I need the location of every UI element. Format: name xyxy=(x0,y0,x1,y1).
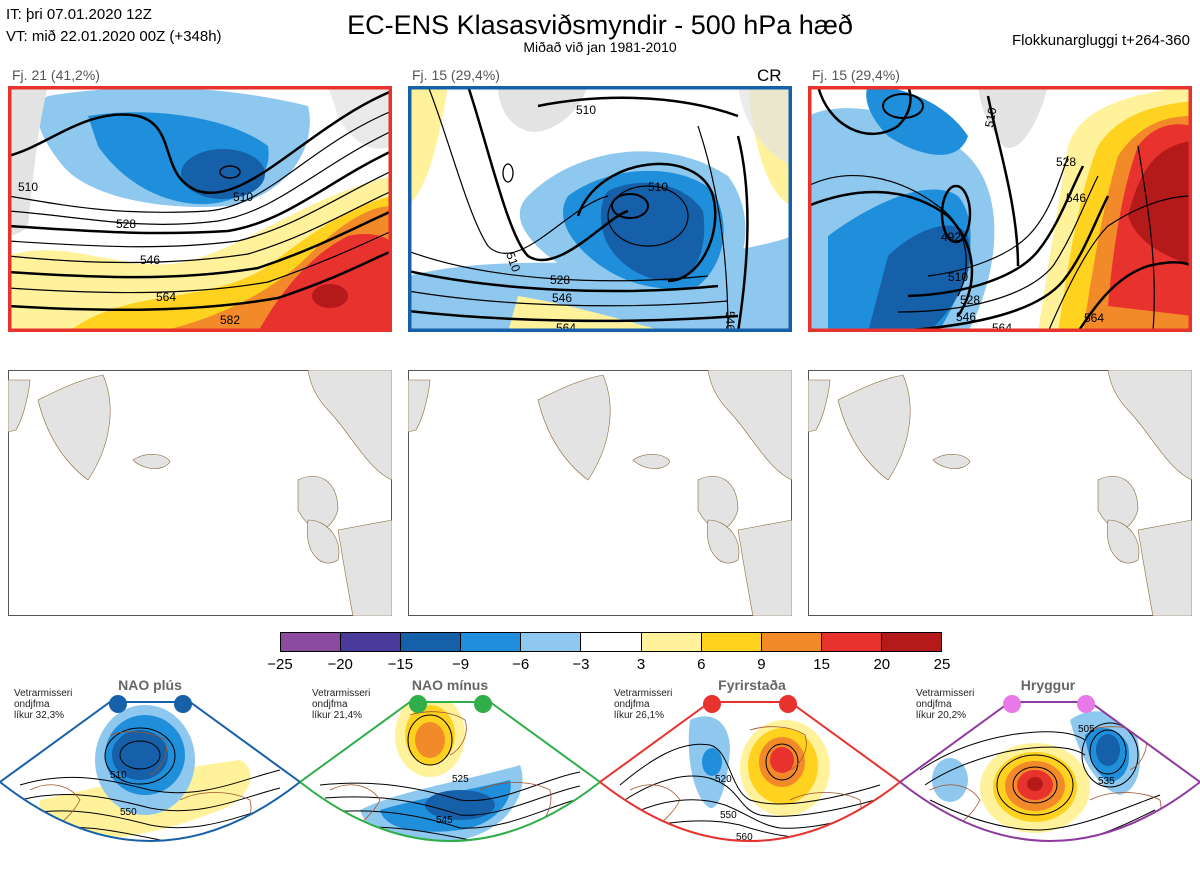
contour-label: 546 xyxy=(723,311,737,331)
contour-label: 528 xyxy=(116,217,136,231)
regime-2-note: Vetrarmisseri ondjfma líkur 21,4% xyxy=(312,688,371,721)
cluster-3-border xyxy=(808,86,1192,332)
regime-3-dot-right xyxy=(779,695,797,713)
contour-label: 528 xyxy=(960,293,980,307)
contour-label: 550 xyxy=(720,810,737,821)
regime-1-dot-right xyxy=(174,695,192,713)
cluster-2-tag: CR xyxy=(757,66,782,85)
it-line: IT: þri 07.01.2020 12Z xyxy=(6,6,152,23)
regime-4-dot-left xyxy=(1003,695,1021,713)
blank-map-2 xyxy=(408,370,792,616)
cluster-1-border xyxy=(8,86,392,332)
colorbar-swatch xyxy=(700,633,761,651)
blank-map-3 xyxy=(808,370,1192,616)
regime-4-note: Vetrarmisseri ondjfma líkur 20,2% xyxy=(916,688,975,721)
colorbar-tick-label: −25 xyxy=(267,656,293,673)
colorbar xyxy=(280,632,942,654)
contour-label: 528 xyxy=(550,273,570,287)
classification-window: Flokkunargluggi t+264-360 xyxy=(1011,32,1190,49)
colorbar-swatch xyxy=(460,633,521,651)
colorbar-swatch xyxy=(281,633,341,651)
vt-line: VT: mið 22.01.2020 00Z (+348h) xyxy=(6,28,222,45)
contour-label: 505 xyxy=(1078,724,1095,735)
contour-label: 510 xyxy=(948,270,968,284)
contour-label: 564 xyxy=(1084,311,1104,325)
regime-1-dot-left xyxy=(109,695,127,713)
colorbar-swatch xyxy=(400,633,461,651)
regime-2-dot-right xyxy=(474,695,492,713)
regime-1-map: 510 550 xyxy=(0,695,300,842)
colorbar-swatch xyxy=(820,633,881,651)
contour-label: 550 xyxy=(120,807,137,818)
page-title: EC-ENS Klasasviðsmyndir - 500 hPa hæð xyxy=(347,10,853,40)
header-info: IT: þri 07.01.2020 12Z VT: mið 22.01.202… xyxy=(6,4,222,48)
contour-label: 510 xyxy=(110,770,127,781)
colorbar-swatch xyxy=(520,633,581,651)
regime-2-title: NAO mínus xyxy=(411,677,489,693)
regime-1-note: Vetrarmisseri ondjfma líkur 32,3% xyxy=(14,688,73,721)
regime-3-dot-left xyxy=(703,695,721,713)
contour-label: 528 xyxy=(1056,155,1076,169)
blank-map-1 xyxy=(8,370,392,616)
regime-3-map: 520 550 560 xyxy=(600,695,900,843)
regime-3-note: Vetrarmisseri ondjfma líkur 26,1% xyxy=(614,688,673,721)
colorbar-tick-label: −9 xyxy=(451,656,470,673)
colorbar-swatch xyxy=(880,633,942,651)
colorbar-tick-label: 3 xyxy=(636,656,646,673)
contour-label: 564 xyxy=(156,290,176,304)
contour-label: 546 xyxy=(956,310,976,324)
contour-label: 564 xyxy=(992,321,1012,332)
regime-4-title: Hryggur xyxy=(1020,677,1076,693)
colorbar-tick-label: 25 xyxy=(933,656,951,673)
colorbar-swatch xyxy=(760,633,821,651)
colorbar-swatch xyxy=(580,633,641,651)
page-subtitle: Miðað við jan 1981-2010 xyxy=(523,39,677,55)
cluster-1-map: 510 510 528 546 564 582 xyxy=(8,86,392,332)
regime-4-dot-right xyxy=(1077,695,1095,713)
contour-label: 510 xyxy=(648,180,668,194)
contour-label: 525 xyxy=(452,774,469,785)
contour-label: 546 xyxy=(140,253,160,267)
contour-label: 564 xyxy=(556,321,576,332)
colorbar-ticks: −25 −20 −15 −9 −6 −3 3 6 9 15 20 25 xyxy=(267,656,950,676)
regime-1-title: NAO plús xyxy=(118,677,182,693)
contour-label: 565 xyxy=(446,850,463,861)
colorbar-tick-label: 20 xyxy=(873,656,891,673)
colorbar-tick-label: −3 xyxy=(572,656,590,673)
cluster-3-label: Fj. 15 (29,4%) xyxy=(812,67,900,83)
contour-label: 510 xyxy=(982,106,999,128)
contour-label: 582 xyxy=(220,313,240,327)
colorbar-swatch xyxy=(640,633,701,651)
contour-label: 535 xyxy=(1098,776,1115,787)
colorbar-tick-label: −20 xyxy=(327,656,353,673)
cluster-2-label: Fj. 15 (29,4%) xyxy=(412,67,500,83)
colorbar-tick-label: 9 xyxy=(757,656,766,673)
contour-label: 492 xyxy=(941,230,961,244)
contour-label: 546 xyxy=(552,291,572,305)
cluster-2-border xyxy=(408,86,792,332)
regime-2-map: 525 545 565 xyxy=(300,695,600,861)
colorbar-swatch xyxy=(340,633,401,651)
cluster-1-label: Fj. 21 (41,2%) xyxy=(12,67,100,83)
regime-2-dot-left xyxy=(409,695,427,713)
contour-label: 545 xyxy=(436,815,453,826)
colorbar-tick-label: 6 xyxy=(697,656,706,673)
colorbar-tick-label: 15 xyxy=(813,656,830,673)
contour-label: 510 xyxy=(576,103,596,117)
cluster-2-map: 510 510 510 528 546 564 546 xyxy=(408,86,792,332)
contour-label: 510 xyxy=(233,190,253,204)
colorbar-tick-label: −6 xyxy=(512,656,530,673)
contour-label: 510 xyxy=(503,250,523,274)
contour-label: 560 xyxy=(736,832,753,843)
cluster-3-map: 510 492 510 528 546 528 546 564 564 xyxy=(808,86,1192,332)
contour-label: 510 xyxy=(18,180,38,194)
regime-4-map: 505 535 560 xyxy=(900,695,1200,842)
regime-3-title: Fyrirstaða xyxy=(718,677,786,693)
contour-label: 520 xyxy=(715,774,732,785)
contour-label: 546 xyxy=(1066,191,1086,205)
colorbar-tick-label: −15 xyxy=(387,656,414,673)
